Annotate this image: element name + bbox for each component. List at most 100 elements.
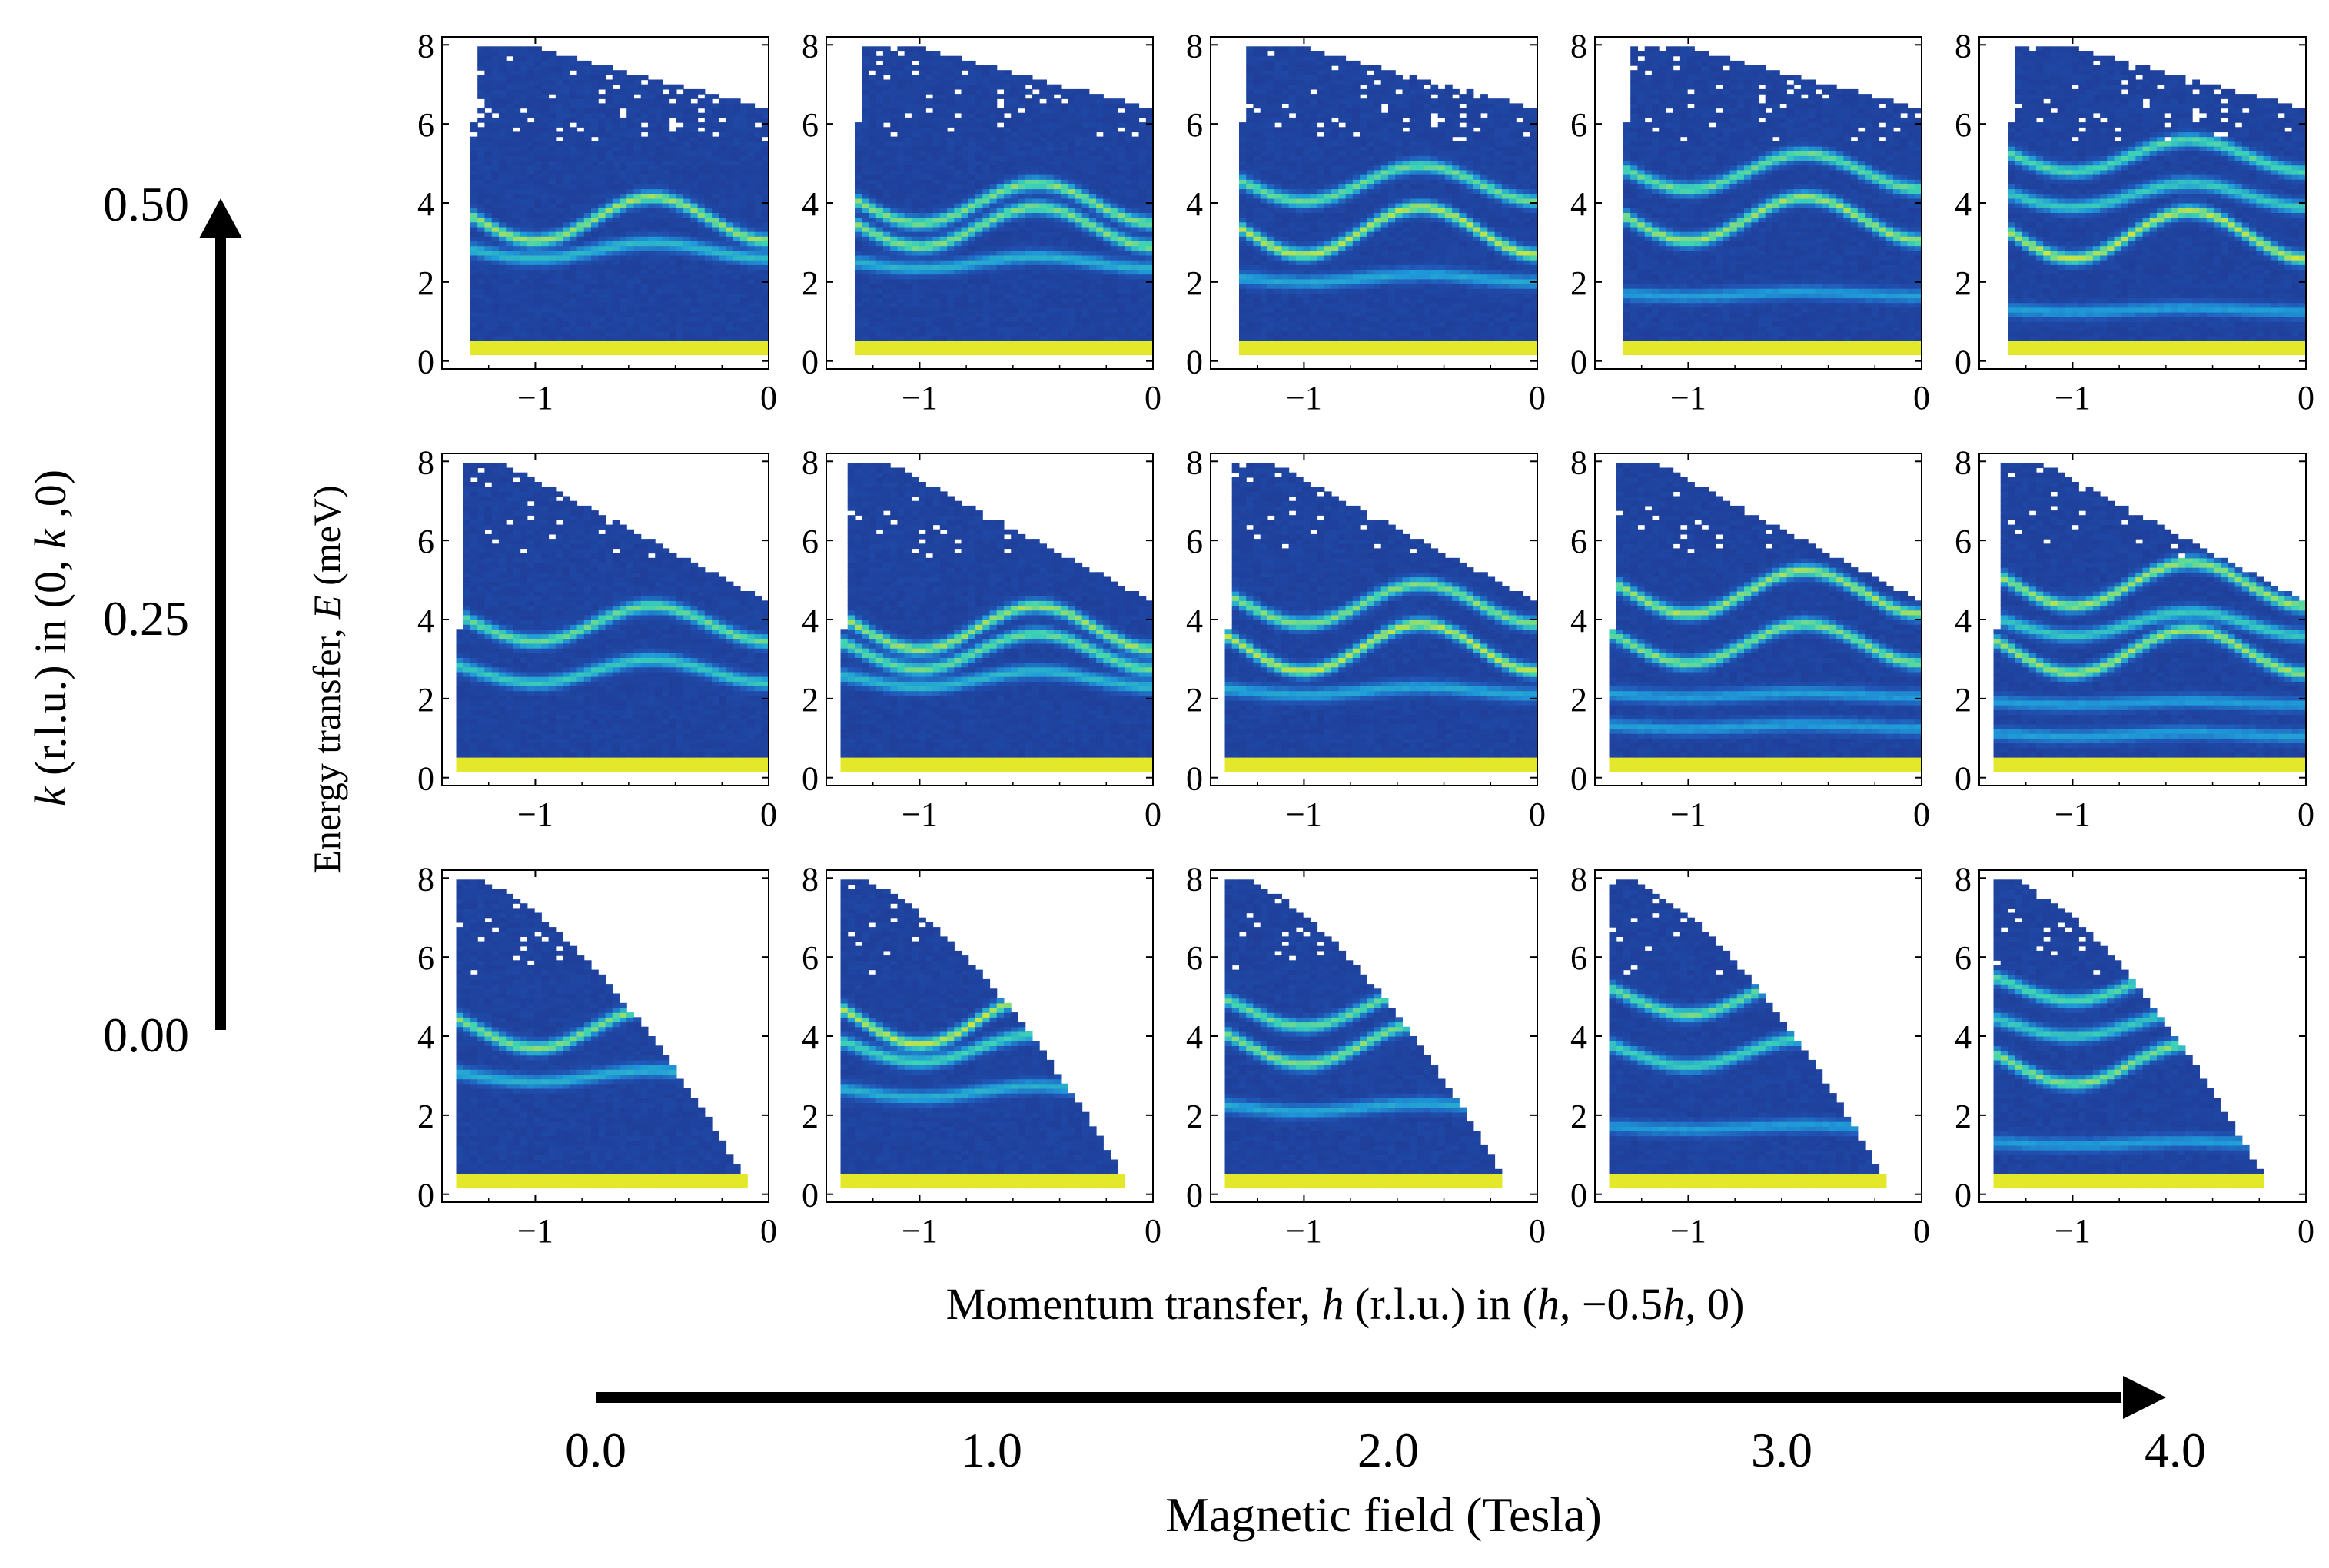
heat-cell [726,302,734,308]
heat-cell [882,254,891,261]
heat-cell [534,174,542,180]
heat-cell [919,184,926,190]
heat-cell [954,131,962,138]
heat-cell [1039,302,1047,308]
heat-cell [712,335,719,341]
heat-cell [740,335,748,341]
heat-cell [527,236,535,241]
heat-cell [576,226,585,232]
heat-cell [947,321,955,327]
heat-cell [583,112,592,118]
heat-cell [939,169,948,175]
heat-cell [570,60,578,66]
heat-cell [996,84,1005,90]
heat-cell [1110,326,1118,332]
heat-cell [626,245,634,251]
heat-cell [733,264,741,270]
heat-cell [961,179,969,184]
heat-cell [890,184,898,190]
heat-cell [947,335,955,341]
heat-cell [1088,293,1097,299]
heat-cell [570,117,578,123]
heat-cell [498,84,507,90]
heat-cell [563,236,570,241]
heat-cell [583,264,592,270]
heat-cell [932,264,941,270]
heat-cell [897,108,905,114]
heat-cell [1011,345,1018,350]
heat-cell [989,164,998,171]
heat-cell [583,75,592,81]
heat-cell [1004,260,1012,265]
heat-cell [1075,335,1083,341]
heat-cell [1103,164,1111,171]
heat-cell [754,241,762,247]
heat-cell [491,103,500,109]
heat-cell [570,184,578,190]
heat-cell [605,184,613,190]
heat-cell [633,217,642,223]
heat-cell [712,188,719,194]
heat-cell [576,174,585,180]
heat-cell [982,136,991,142]
heat-cell [996,160,1005,166]
heat-cell [605,188,613,194]
heat-cell [548,278,557,284]
heat-cell [563,311,570,317]
heat-cell [968,226,976,232]
heat-cell [633,297,642,304]
heat-cell [1004,221,1012,228]
heat-cell [470,335,478,341]
heat-cell [1032,326,1040,332]
heat-cell [655,345,663,350]
heat-cell [598,217,606,223]
heat-cell [869,245,877,251]
heat-cell [1081,141,1090,147]
heat-cell [1011,350,1018,356]
heat-cell [932,145,941,151]
heat-cell [669,274,677,280]
heat-cell [989,151,998,156]
heat-cell [513,98,521,104]
heat-cell [890,88,898,95]
heat-cell [947,250,955,256]
heat-cell [939,217,948,223]
heat-cell [1110,297,1118,304]
heat-cell [612,245,620,251]
heat-cell [647,331,656,337]
heat-cell [633,151,642,156]
heat-cell [754,198,762,204]
heat-cell [968,179,976,184]
heat-cell [747,179,756,184]
heat-cell [534,131,542,138]
heat-cell [1046,307,1055,313]
heat-cell [541,331,550,337]
heat-cell [598,335,606,341]
heat-cell [1060,122,1068,128]
heat-cell [1018,307,1026,313]
heat-cell [1004,94,1012,99]
heat-cell [697,288,706,294]
heat-cell [662,241,670,247]
heat-cell [1081,288,1090,294]
heat-cell [904,55,912,61]
heat-cell [1032,297,1040,304]
heat-cell [1075,226,1083,232]
heat-cell [704,217,713,223]
heat-cell [875,160,884,166]
heat-cell [640,241,649,247]
heat-cell [470,217,478,223]
heat-cell [989,264,998,270]
heat-cell [939,122,948,128]
heat-cell [1081,341,1090,346]
heat-cell [869,127,877,133]
heat-cell [712,217,719,223]
heat-cell [1138,326,1147,332]
heat-cell [690,117,699,123]
heat-cell [740,221,748,228]
heat-cell [633,236,642,241]
heat-cell [1103,174,1111,180]
heat-cell [989,79,998,85]
heat-cell [882,164,891,171]
heat-cell [655,198,663,204]
